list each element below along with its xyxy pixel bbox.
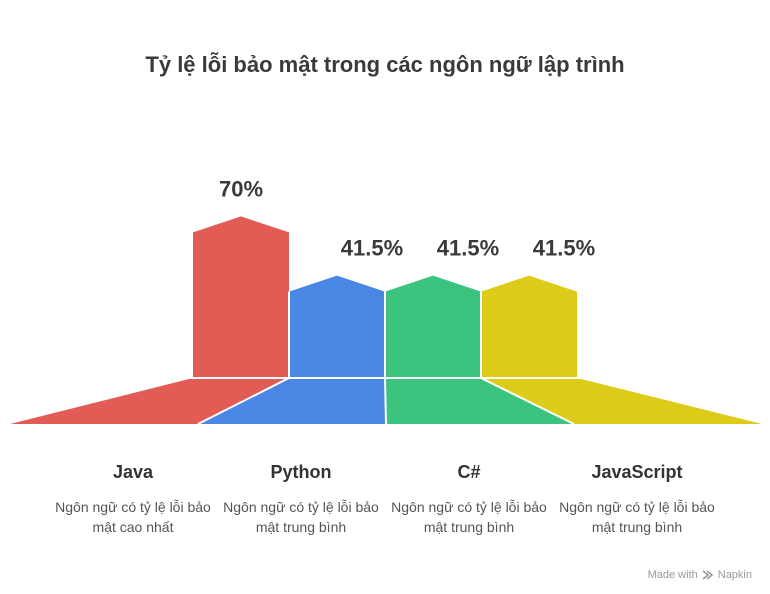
bar-python — [289, 275, 385, 378]
bar-c- — [385, 275, 481, 378]
floor-divider — [384, 377, 387, 425]
value-label: 41.5% — [533, 236, 595, 261]
napkin-watermark: Made with Napkin — [648, 569, 752, 581]
floor-python — [198, 378, 386, 424]
category-label: JavaScript — [591, 462, 683, 482]
napkin-brand-label: Napkin — [717, 569, 752, 581]
category-block: Java Ngôn ngữ có tỷ lệ lỗi bảo mật cao nh… — [43, 462, 223, 537]
value-label: 41.5% — [437, 236, 499, 261]
value-label: 70% — [219, 176, 263, 201]
chart-title: Tỷ lệ lỗi bảo mật trong các ngôn ngữ lập… — [145, 52, 625, 77]
floor-divider — [480, 377, 575, 425]
bar-java — [193, 216, 289, 378]
category-block: JavaScript Ngôn ngữ có tỷ lệ lỗi bảo mật … — [547, 462, 727, 537]
made-with-label: Made with — [647, 569, 698, 581]
category-description: Ngôn ngữ có tỷ lệ lỗi bảo mật trung bình — [559, 499, 715, 535]
category-block: Python Ngôn ngữ có tỷ lệ lỗi bảo mật trun… — [211, 462, 391, 537]
category-description: Ngôn ngữ có tỷ lệ lỗi bảo mật trung bình — [223, 499, 379, 535]
category-description: Ngôn ngữ có tỷ lệ lỗi bảo mật trung bình — [391, 499, 547, 535]
floor-divider — [197, 377, 290, 425]
category-label: Java — [112, 462, 154, 482]
value-label: 41.5% — [341, 236, 403, 261]
floor-c- — [385, 378, 574, 424]
category-description: Ngôn ngữ có tỷ lệ lỗi bảo mật cao nhất — [55, 499, 211, 535]
bar-javascript — [481, 275, 577, 378]
napkin-logo-icon — [702, 570, 714, 580]
category-label: Python — [270, 462, 332, 482]
category-block: C# Ngôn ngữ có tỷ lệ lỗi bảo mật trung bì… — [379, 462, 559, 537]
category-label: C# — [457, 462, 481, 482]
